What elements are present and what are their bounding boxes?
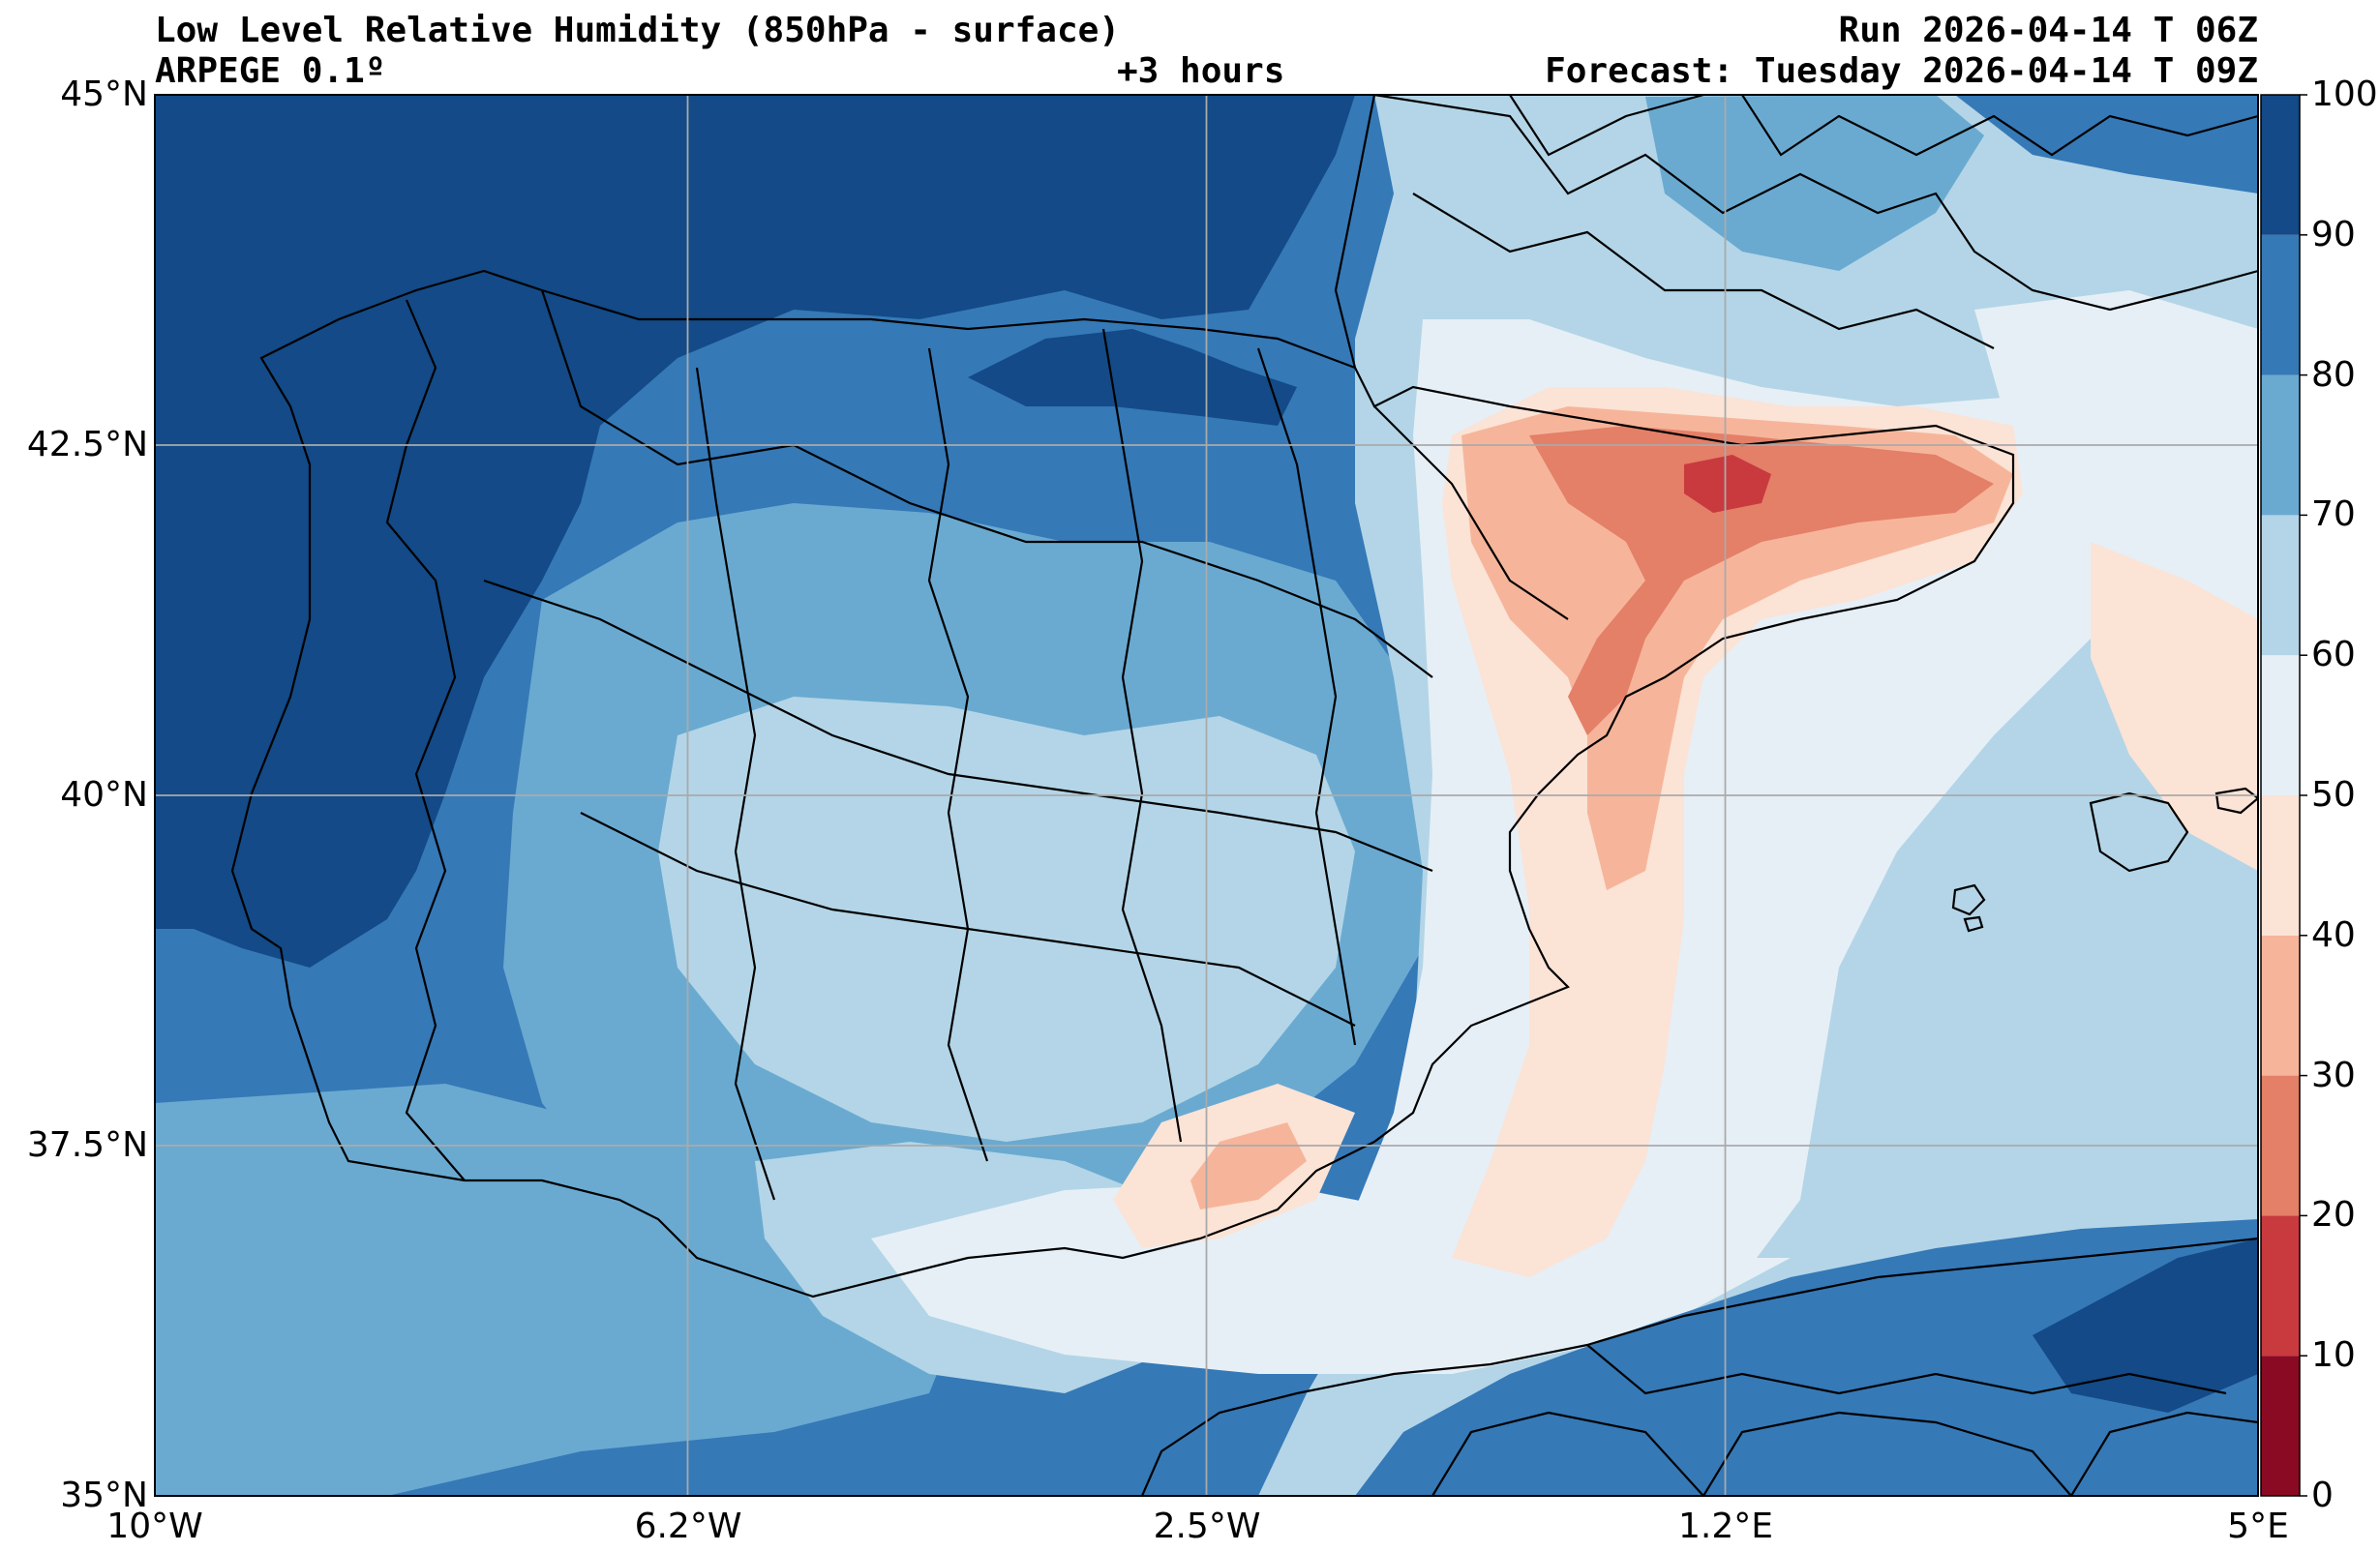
internal-border xyxy=(1741,95,2258,157)
lead-time: +3 hours xyxy=(1117,51,1285,91)
colorbar-swatch xyxy=(2261,234,2300,375)
internal-border xyxy=(540,289,1433,678)
humidity-band-20-30 xyxy=(1529,426,1994,735)
internal-border xyxy=(1509,95,1704,157)
humidity-band-90-100 xyxy=(2033,1239,2258,1413)
model-label: ARPEGE 0.1º xyxy=(155,51,386,91)
plot-frame xyxy=(154,94,2259,1497)
internal-border xyxy=(483,579,1433,873)
iberia-coastline xyxy=(230,269,2015,1298)
humidity-band-30-40 xyxy=(1190,1122,1307,1209)
colorbar-frame xyxy=(2260,94,2301,1497)
internal-border xyxy=(1702,1411,2072,1496)
humidity-band-50-60 xyxy=(871,1180,1791,1374)
internal-border xyxy=(1101,328,1183,1143)
lat-tick-label: 45°N xyxy=(60,75,148,114)
colorbar-label: 70 xyxy=(2311,494,2356,534)
colorbar-label: 100 xyxy=(2311,75,2378,114)
humidity-band-30-40 xyxy=(1461,406,2013,890)
humidity-band-40-50 xyxy=(2091,542,2258,871)
formentera-coastline xyxy=(1963,915,1984,933)
humidity-band-10-20 xyxy=(1684,455,1771,513)
colorbar-swatch xyxy=(2261,655,2300,795)
internal-border xyxy=(1256,347,1357,1046)
lat-tick-label: 42.5°N xyxy=(26,425,148,464)
lat-tick-label: 37.5°N xyxy=(26,1125,148,1165)
humidity-band-80-90 xyxy=(1955,95,2258,194)
internal-border xyxy=(1586,1344,2227,1395)
internal-border xyxy=(1431,1411,1704,1496)
colorbar-swatch xyxy=(2261,515,2300,656)
internal-border xyxy=(385,299,466,1181)
colorbar-swatch xyxy=(2261,1356,2300,1496)
colorbar-swatch xyxy=(2261,374,2300,516)
colorbar-label: 50 xyxy=(2311,775,2356,815)
colorbar xyxy=(2261,94,2307,1497)
coastlines-borders xyxy=(230,95,2258,1496)
lon-tick-label: 5°E xyxy=(2227,1507,2289,1546)
humidity-band-90-100 xyxy=(155,95,1355,968)
ibiza-coastline xyxy=(1951,883,1986,916)
colorbar-label: 20 xyxy=(2311,1195,2356,1235)
lon-tick-label: 6.2°W xyxy=(634,1507,742,1546)
internal-border xyxy=(695,367,776,1201)
colorbar-label: 60 xyxy=(2311,635,2356,674)
lat-tick-label: 40°N xyxy=(60,775,148,815)
lon-tick-label: 2.5°W xyxy=(1153,1507,1261,1546)
internal-border xyxy=(2070,1411,2258,1496)
colorbar-label: 30 xyxy=(2311,1056,2356,1095)
colorbar-label: 40 xyxy=(2311,915,2356,955)
internal-border xyxy=(1373,95,2258,312)
run-label: Run 2026-04-14 T 06Z xyxy=(1838,11,2258,50)
colorbar-swatch xyxy=(2261,1075,2300,1216)
colorbar-label: 0 xyxy=(2311,1476,2334,1515)
lat-tick-label: 35°N xyxy=(60,1476,148,1515)
north-africa-coastline xyxy=(1140,1237,2258,1496)
colorbar-label: 90 xyxy=(2311,215,2356,254)
colorbar-swatch xyxy=(2261,1215,2300,1357)
colorbar-swatch xyxy=(2261,795,2300,936)
lon-tick-label: 10°W xyxy=(106,1507,203,1546)
menorca-coastline xyxy=(2214,787,2258,815)
colorbar-swatch xyxy=(2261,95,2300,235)
internal-border xyxy=(927,347,989,1162)
internal-border xyxy=(1412,193,1995,349)
humidity-band-80-90 xyxy=(1355,1219,2258,1496)
humidity-band-90-100 xyxy=(968,329,1297,426)
france-coastline xyxy=(1334,95,1376,369)
humidity-band-70-80 xyxy=(1645,95,1984,271)
forecast-label: Forecast: Tuesday 2026-04-14 T 09Z xyxy=(1545,51,2258,91)
colorbar-swatch xyxy=(2261,935,2300,1076)
colorbar-label: 10 xyxy=(2311,1335,2356,1375)
colorbar-label: 80 xyxy=(2311,355,2356,395)
lon-tick-label: 1.2°E xyxy=(1678,1507,1773,1546)
chart-title: Low Level Relative Humidity (850hPa - su… xyxy=(155,11,1120,50)
